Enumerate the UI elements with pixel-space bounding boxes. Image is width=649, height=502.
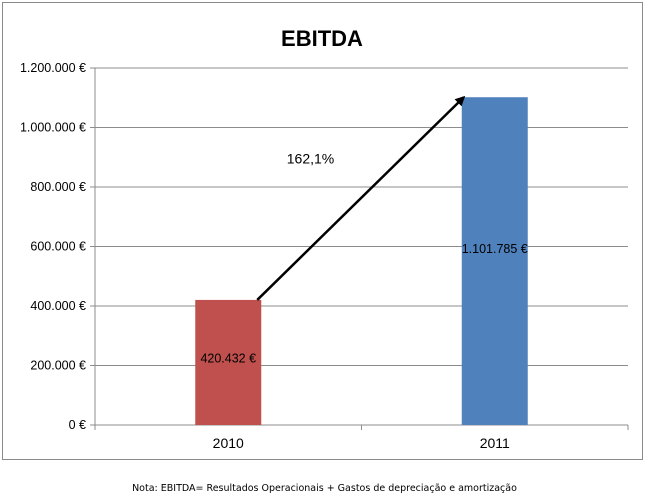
footnote: Nota: EBITDA= Resultados Operacionais + … [132, 483, 517, 494]
data-labels: 420.432 € 1.101.785 € [200, 242, 527, 365]
gridlines [95, 67, 628, 366]
y-tick-label: 600.000 € [30, 240, 86, 254]
data-label-2010: 420.432 € [200, 351, 256, 365]
x-tick-label-2011: 2011 [480, 435, 510, 451]
x-tick-label-2010: 2010 [213, 435, 244, 451]
growth-annotation: 162,1% [256, 95, 466, 301]
y-axis-tick-labels: 0 € 200.000 € 400.000 € 600.000 € 800.000 € 1… [20, 61, 86, 432]
y-tick-label: 200.000 € [30, 359, 86, 373]
x-axis-tick-labels: 2010 2011 [213, 435, 510, 451]
y-tick-label: 0 € [69, 418, 86, 432]
growth-annotation-text: 162,1% [287, 151, 334, 167]
chart-frame [2, 2, 643, 460]
axes [90, 67, 629, 430]
y-tick-label: 1.200.000 € [20, 61, 86, 75]
bars [195, 97, 528, 425]
data-label-2011: 1.101.785 € [462, 242, 528, 256]
bar-2011 [461, 97, 528, 425]
y-tick-label: 1.000.000 € [20, 121, 86, 135]
y-tick-label: 800.000 € [30, 180, 86, 194]
chart-title: EBITDA [281, 26, 363, 51]
bar-2010 [195, 299, 262, 425]
ebitda-bar-chart: EBITDA 0 € 200.000 € 400.000 € 600.000 € 800… [20, 26, 629, 451]
growth-arrow [256, 95, 466, 301]
y-tick-label: 400.000 € [30, 299, 86, 313]
